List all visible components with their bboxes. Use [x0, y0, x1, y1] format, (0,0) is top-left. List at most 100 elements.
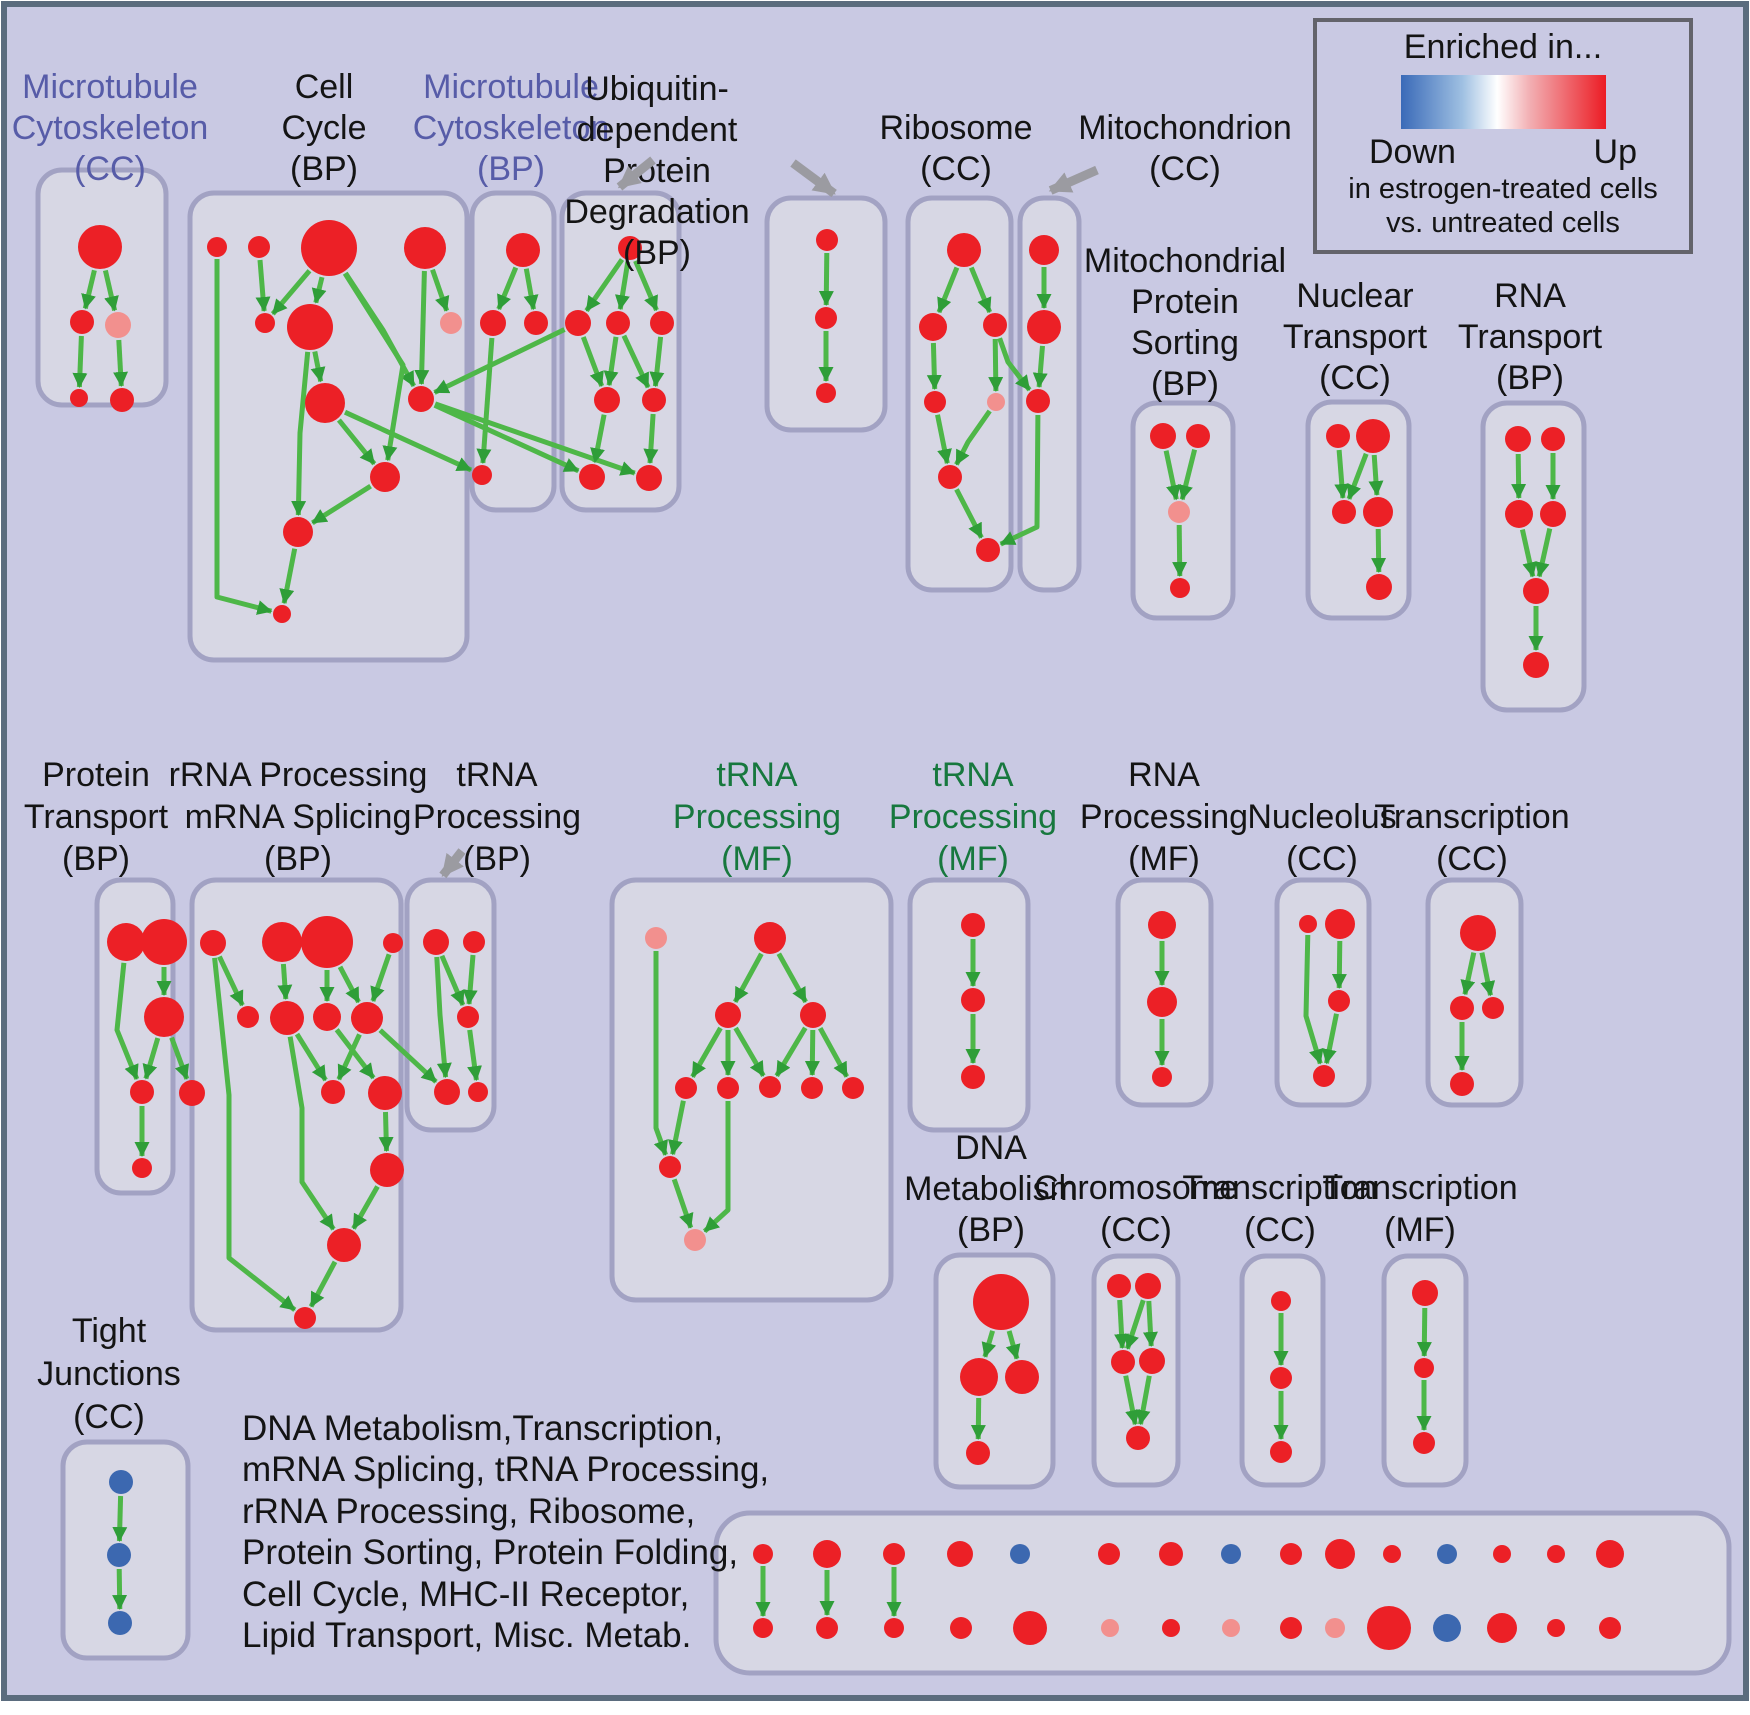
edge-mtcc-b-to-mtcc-d [72, 335, 88, 388]
edge-mf1-2-to-mf1-6 [733, 1026, 766, 1078]
edge-rt-4-to-rt-5 [1534, 528, 1553, 578]
node-st-1 [753, 1544, 773, 1564]
node-st-12 [1437, 1544, 1457, 1564]
cluster-label-tbp: tRNA Processing (BP) [413, 756, 581, 878]
edge-tj-2-to-tj-3 [112, 1568, 128, 1610]
node-ubi-6 [579, 464, 605, 490]
node-nt-4 [1363, 497, 1393, 527]
edge-nt-2-to-nt-4 [1368, 454, 1384, 496]
edge-mf1-5-to-mf1-10 [702, 1101, 731, 1234]
edge-ch-4-to-ch-5 [1135, 1375, 1152, 1426]
cluster-label-mito: Mitochondrion (CC) [1078, 109, 1292, 188]
edge-ch-3-to-ch-5 [1123, 1375, 1140, 1426]
node-tbp-3 [457, 1006, 479, 1028]
node-cc-8 [305, 383, 345, 423]
edge-ubi-0-to-ubi-1 [584, 258, 625, 313]
cluster-box-mtcc [35, 167, 169, 408]
edge-ub2-1-to-ub2-2 [818, 252, 834, 306]
node-ch-3 [1111, 1350, 1135, 1374]
node-mtbp-1 [506, 233, 540, 267]
node-ubi-7 [636, 465, 662, 491]
node-nu-3 [1328, 990, 1350, 1012]
node-rib-4 [924, 391, 946, 413]
node-pt-1 [107, 923, 145, 961]
node-sb-13 [1487, 1613, 1517, 1643]
node-sb-7 [1162, 1619, 1180, 1637]
label-callout-arrow-1 [616, 156, 656, 191]
cluster-box-ch [1091, 1253, 1181, 1488]
edge-rr-7-to-rr-10 [334, 1028, 376, 1080]
node-ub2-1 [816, 229, 838, 251]
node-rib-6 [938, 465, 962, 489]
node-dna-2 [960, 1358, 998, 1396]
node-sb-6 [1101, 1619, 1119, 1637]
edge-dna-2-to-dna-4 [970, 1397, 986, 1440]
node-rr-5 [237, 1006, 259, 1028]
cluster-label-mf1: tRNA Processing (MF) [673, 756, 841, 878]
cluster-label-rt: RNA Transport (BP) [1458, 277, 1603, 397]
node-rib-5 [987, 393, 1005, 411]
node-mf1-3 [800, 1002, 826, 1028]
node-sb-1 [753, 1618, 773, 1638]
edge-rib-2-to-rib-4 [926, 342, 942, 390]
cluster-box-t2 [1425, 877, 1524, 1108]
legend-title: Enriched in... [1403, 28, 1603, 66]
edge-ubi-2-to-ubi-5 [621, 334, 651, 389]
node-mito-2 [1027, 310, 1061, 344]
node-t3-3 [1270, 1441, 1292, 1463]
edge-rib-1-to-rib-2 [936, 266, 960, 314]
node-mf1-6 [759, 1076, 781, 1098]
cluster-label-tj: Tight Junctions (CC) [37, 1312, 181, 1436]
node-st-11 [1383, 1545, 1401, 1563]
edge-tbp-1-to-tbp-4 [434, 956, 452, 1079]
node-rt-1 [1505, 426, 1531, 452]
edge-ubi-1-to-cc-hub [433, 327, 566, 395]
node-mtcc-a [78, 225, 122, 269]
edge-mtcc-a-to-mtcc-b [81, 269, 97, 310]
edge-rr-4-to-rr-8 [370, 953, 392, 1002]
edge-cc-9-to-cc-10 [311, 483, 372, 526]
edge-mf1-1-to-mf1-2 [733, 952, 764, 1003]
node-ch-5 [1126, 1426, 1150, 1450]
node-rr-12 [327, 1228, 361, 1262]
node-ms-1 [1150, 423, 1176, 449]
edge-cc-10-to-cc-11 [279, 548, 298, 605]
node-nu-2 [1325, 909, 1355, 939]
node-cc-3 [301, 220, 357, 276]
edge-tbp-3-to-tbp-5 [467, 1029, 482, 1082]
cluster-label-mtcc: Microtubule Cytoskeleton (CC) [12, 68, 209, 188]
node-mtbp-4 [472, 465, 492, 485]
node-cc-6 [287, 304, 333, 350]
node-t2-2 [1450, 996, 1474, 1020]
edge-nt-2-to-nt-3 [1346, 452, 1369, 500]
legend-down-label: Down [1369, 133, 1456, 171]
node-cc-10 [283, 517, 313, 547]
edge-cc-hub-to-ubi-6 [433, 402, 580, 474]
cluster-box-strip [713, 1510, 1732, 1676]
edge-mito-2-to-mito-3 [1032, 345, 1048, 388]
node-mf1-2 [715, 1002, 741, 1028]
edge-dna-1-to-dna-2 [981, 1330, 997, 1358]
node-st-13 [1493, 1545, 1511, 1563]
node-rt-2 [1541, 427, 1565, 451]
node-rt-6 [1523, 652, 1549, 678]
edge-rib-3-to-rib-5 [988, 338, 1004, 392]
node-ubi-3 [650, 311, 674, 335]
node-tj-1 [109, 1470, 133, 1494]
cluster-label-cc: Cell Cycle (BP) [281, 68, 366, 188]
node-tbp-2 [463, 931, 485, 953]
edge-rib-3-to-mito-3 [997, 337, 1032, 392]
node-dna-3 [1005, 1360, 1039, 1394]
legend: Enriched in... Down Up in estrogen-treat… [1313, 18, 1693, 254]
edge-mtcc-c-to-mtcc-e [113, 339, 129, 387]
edge-cc-4-to-cc-hub [414, 270, 430, 385]
legend-up-label: Up [1593, 133, 1637, 171]
node-rt-5 [1523, 578, 1549, 604]
edge-mtbp-1-to-mtbp-3 [523, 268, 539, 311]
node-mito-3 [1026, 389, 1050, 413]
node-nu-1 [1299, 915, 1317, 933]
edge-cc-8-to-mtbp-4 [343, 409, 473, 473]
merged-clusters-note: DNA Metabolism,Transcription, mRNA Splic… [242, 1409, 770, 1656]
node-mf1-5 [717, 1077, 739, 1099]
node-tbp-1 [423, 929, 449, 955]
